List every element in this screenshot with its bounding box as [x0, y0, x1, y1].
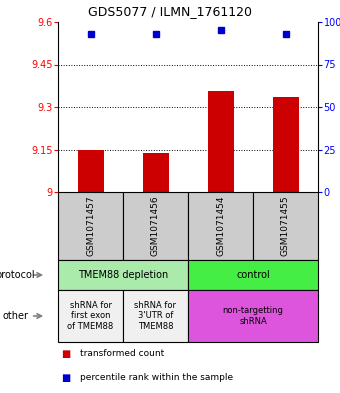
Text: control: control	[236, 270, 270, 280]
Bar	[58, 260, 188, 290]
Bar	[123, 192, 188, 260]
Text: transformed count: transformed count	[80, 349, 164, 358]
Bar	[253, 192, 318, 260]
Bar	[272, 97, 299, 192]
Bar	[78, 150, 103, 192]
Bar	[142, 153, 169, 192]
Text: protocol: protocol	[0, 270, 35, 280]
Text: non-targetting
shRNA: non-targetting shRNA	[223, 306, 284, 326]
Text: shRNA for
3'UTR of
TMEM88: shRNA for 3'UTR of TMEM88	[135, 301, 176, 331]
Text: ■: ■	[62, 373, 71, 383]
Text: other: other	[2, 311, 29, 321]
Text: GSM1071457: GSM1071457	[86, 196, 95, 256]
Text: percentile rank within the sample: percentile rank within the sample	[80, 373, 233, 382]
Bar	[188, 290, 318, 342]
Bar	[207, 92, 234, 192]
Text: GSM1071456: GSM1071456	[151, 196, 160, 256]
Bar	[58, 192, 123, 260]
Text: GDS5077 / ILMN_1761120: GDS5077 / ILMN_1761120	[88, 6, 252, 18]
Bar	[188, 192, 253, 260]
Bar	[188, 260, 318, 290]
Text: shRNA for
first exon
of TMEM88: shRNA for first exon of TMEM88	[67, 301, 114, 331]
Bar	[58, 290, 123, 342]
Bar	[123, 290, 188, 342]
Text: GSM1071455: GSM1071455	[281, 196, 290, 256]
Text: ■: ■	[62, 349, 71, 359]
Text: TMEM88 depletion: TMEM88 depletion	[78, 270, 168, 280]
Text: GSM1071454: GSM1071454	[216, 196, 225, 256]
